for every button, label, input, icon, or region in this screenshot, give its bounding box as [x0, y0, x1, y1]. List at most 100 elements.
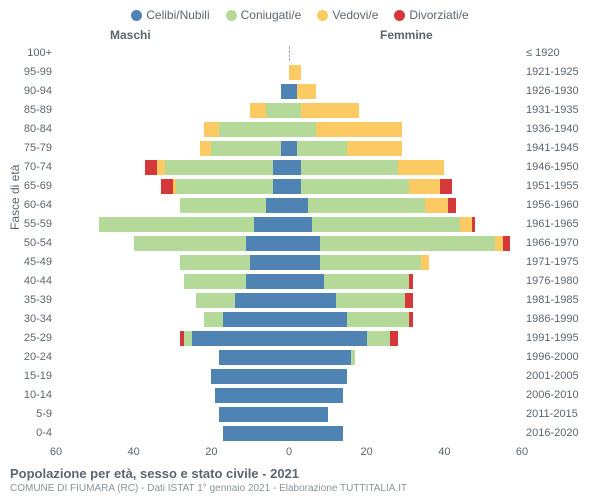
bar-female: [289, 255, 522, 270]
pyramid-row: 70-741946-1950: [0, 158, 600, 177]
segment: [289, 217, 312, 232]
bar-male: [56, 141, 289, 156]
bar-female: [289, 274, 522, 289]
legend-item: Celibi/Nubili: [131, 8, 209, 22]
bar-female: [289, 103, 522, 118]
bars-container: [56, 293, 522, 308]
segment: [336, 293, 406, 308]
bar-male: [56, 160, 289, 175]
bar-female: [289, 84, 522, 99]
segment: [289, 236, 320, 251]
x-axis: 6040200204060: [56, 446, 522, 466]
segment: [219, 407, 289, 422]
segment: [266, 198, 289, 213]
x-tick: 0: [286, 446, 292, 458]
pyramid-row: 50-541966-1970: [0, 234, 600, 253]
segment: [246, 236, 289, 251]
bar-male: [56, 274, 289, 289]
x-tick: 60: [50, 446, 62, 458]
age-label: 75-79: [0, 139, 52, 158]
bar-male: [56, 407, 289, 422]
segment: [200, 141, 212, 156]
segment: [289, 331, 367, 346]
chart-area: 100+≤ 192095-991921-192590-941926-193085…: [0, 44, 600, 443]
segment: [289, 198, 308, 213]
segment: [398, 160, 445, 175]
age-label: 80-84: [0, 120, 52, 139]
year-label: 2011-2015: [526, 405, 592, 424]
segment: [134, 236, 247, 251]
age-label: 35-39: [0, 291, 52, 310]
age-label: 25-29: [0, 329, 52, 348]
bars-container: [56, 255, 522, 270]
segment: [308, 198, 425, 213]
segment: [289, 312, 347, 327]
bars-container: [56, 388, 522, 403]
year-label: ≤ 1920: [526, 44, 592, 63]
segment: [440, 179, 452, 194]
bar-female: [289, 312, 522, 327]
bar-female: [289, 46, 522, 61]
pyramid-row: 90-941926-1930: [0, 82, 600, 101]
segment: [320, 255, 421, 270]
pyramid-row: 65-691951-1955: [0, 177, 600, 196]
segment: [192, 331, 289, 346]
year-label: 1961-1965: [526, 215, 592, 234]
legend: Celibi/Nubili Coniugati/e Vedovi/e Divorzia…: [0, 0, 600, 26]
legend-item: Coniugati/e: [226, 8, 302, 22]
year-label: 1951-1955: [526, 177, 592, 196]
bar-male: [56, 388, 289, 403]
bar-male: [56, 331, 289, 346]
bar-male: [56, 103, 289, 118]
segment: [503, 236, 511, 251]
bars-container: [56, 312, 522, 327]
year-label: 1966-1970: [526, 234, 592, 253]
year-label: 1921-1925: [526, 63, 592, 82]
segment: [204, 312, 223, 327]
segment: [409, 179, 440, 194]
segment: [161, 179, 173, 194]
age-label: 5-9: [0, 405, 52, 424]
year-label: 1956-1960: [526, 196, 592, 215]
year-label: 1996-2000: [526, 348, 592, 367]
legend-item: Divorziati/e: [394, 8, 468, 22]
footer: Popolazione per età, sesso e stato civil…: [10, 466, 590, 494]
age-label: 0-4: [0, 424, 52, 443]
bars-container: [56, 46, 522, 61]
segment: [289, 407, 328, 422]
segment: [289, 141, 297, 156]
segment: [289, 369, 347, 384]
segment: [320, 236, 495, 251]
bars-container: [56, 331, 522, 346]
year-label: 1986-1990: [526, 310, 592, 329]
age-label: 100+: [0, 44, 52, 63]
bar-female: [289, 293, 522, 308]
pyramid-row: 40-441976-1980: [0, 272, 600, 291]
segment: [448, 198, 456, 213]
segment: [316, 122, 401, 137]
pyramid-row: 15-192001-2005: [0, 367, 600, 386]
bars-container: [56, 350, 522, 365]
legend-label: Vedovi/e: [332, 8, 378, 22]
segment: [367, 331, 390, 346]
bar-female: [289, 388, 522, 403]
segment: [204, 122, 220, 137]
header-maschi: Maschi: [110, 28, 151, 42]
segment: [223, 312, 289, 327]
year-label: 1936-1940: [526, 120, 592, 139]
bars-container: [56, 65, 522, 80]
pyramid-row: 95-991921-1925: [0, 63, 600, 82]
header-femmine: Femmine: [380, 28, 433, 42]
year-label: 1926-1930: [526, 82, 592, 101]
x-tick: 20: [361, 446, 373, 458]
segment: [289, 179, 301, 194]
pyramid-row: 10-142006-2010: [0, 386, 600, 405]
segment: [301, 179, 410, 194]
legend-swatch: [226, 10, 237, 21]
segment: [472, 217, 476, 232]
bar-male: [56, 84, 289, 99]
bar-female: [289, 141, 522, 156]
bar-female: [289, 350, 522, 365]
bar-male: [56, 426, 289, 441]
segment: [289, 388, 343, 403]
